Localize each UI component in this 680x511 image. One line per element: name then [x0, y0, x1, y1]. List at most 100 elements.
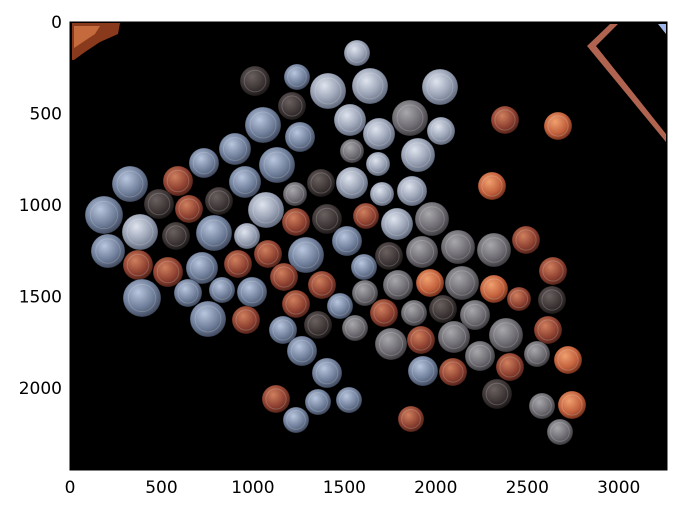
coin [218, 132, 252, 166]
coin-rim [311, 274, 333, 296]
coin-rim [116, 170, 144, 198]
coin [438, 357, 468, 387]
coin-rim [189, 255, 215, 281]
coin-rim [405, 142, 431, 168]
coin [233, 222, 261, 250]
coin [407, 355, 439, 387]
coin-rim [286, 410, 306, 430]
coin [311, 203, 343, 235]
coin-rim [532, 396, 552, 416]
coin [261, 384, 291, 414]
coin-rim [441, 324, 467, 350]
coin-rim [272, 319, 294, 341]
coin [382, 269, 414, 301]
coin-rim [263, 151, 291, 179]
coin [333, 103, 367, 137]
coin [506, 286, 532, 312]
coin [362, 117, 396, 151]
coin [309, 72, 347, 110]
coin [351, 67, 389, 105]
coin-rim [166, 169, 190, 193]
corner-artifact-top-right [658, 24, 666, 34]
coin-rim [273, 266, 295, 288]
coin [538, 256, 568, 286]
coin-rim [315, 207, 339, 231]
coin-rim [384, 211, 410, 237]
coin-rim [411, 359, 435, 383]
coin-rim [509, 289, 529, 309]
coin-rim [368, 154, 388, 174]
coin [477, 171, 507, 201]
coin [374, 241, 404, 271]
coin [286, 335, 318, 367]
coin [537, 285, 567, 315]
coin-rim [355, 283, 375, 303]
coin-rim [147, 192, 171, 216]
coin [122, 278, 162, 318]
coin [511, 225, 541, 255]
coin-rim [345, 318, 365, 338]
coin-rim [194, 305, 222, 333]
coin-rim [527, 344, 547, 364]
coin-rim [200, 219, 228, 247]
coin [277, 91, 307, 121]
coin-rim [481, 237, 507, 263]
x-tick-label: 2000 [414, 478, 457, 498]
coin-rim [235, 309, 257, 331]
coin-rim [432, 298, 454, 320]
coin-rim [314, 77, 342, 105]
coin [223, 249, 253, 279]
ruler-edge [587, 24, 666, 142]
coin-rim [292, 241, 320, 269]
coin-rim [537, 319, 559, 341]
y-tick-label: 1500 [19, 288, 62, 308]
x-tick-label: 0 [65, 478, 76, 498]
coins [84, 39, 587, 446]
coin-rim [310, 172, 332, 194]
coin [339, 138, 365, 164]
corner-artifact-top-left-highlight [74, 26, 100, 48]
coin-rim [339, 390, 359, 410]
axes-frame [69, 21, 668, 471]
coin [437, 320, 471, 354]
coin-rim [410, 329, 432, 351]
coin-rim [127, 283, 157, 313]
coin [208, 276, 236, 304]
coin-rim [356, 206, 376, 226]
coin [287, 236, 325, 274]
coin-rim [287, 67, 307, 87]
coin-rim [339, 170, 365, 196]
coin-rim [373, 302, 395, 324]
coin-rim [442, 361, 464, 383]
coin [546, 418, 574, 446]
x-tick-label: 3000 [597, 478, 640, 498]
coin-rim [400, 179, 424, 203]
coin [400, 299, 428, 327]
coin [352, 202, 380, 230]
coin-rim [557, 349, 579, 371]
coin-rim [222, 136, 248, 162]
coin [479, 274, 509, 304]
coin [444, 265, 480, 301]
coin [90, 233, 126, 269]
coin [326, 292, 354, 320]
coin-rim [342, 141, 362, 161]
coin [464, 340, 496, 372]
coin-rim [483, 278, 505, 300]
coin-rim [126, 218, 154, 246]
coin [173, 278, 203, 308]
y-axis: 0 500 1000 1500 2000 [19, 13, 667, 399]
coin [331, 225, 363, 257]
coin [231, 305, 261, 335]
coin-rim [378, 245, 400, 267]
coin [397, 405, 425, 433]
coin [244, 106, 282, 144]
coin [185, 251, 219, 285]
coin [481, 378, 513, 410]
coin [440, 229, 476, 265]
coin-rim [354, 257, 374, 277]
coin [174, 194, 204, 224]
coin [281, 289, 311, 319]
coin-rim [541, 289, 563, 311]
